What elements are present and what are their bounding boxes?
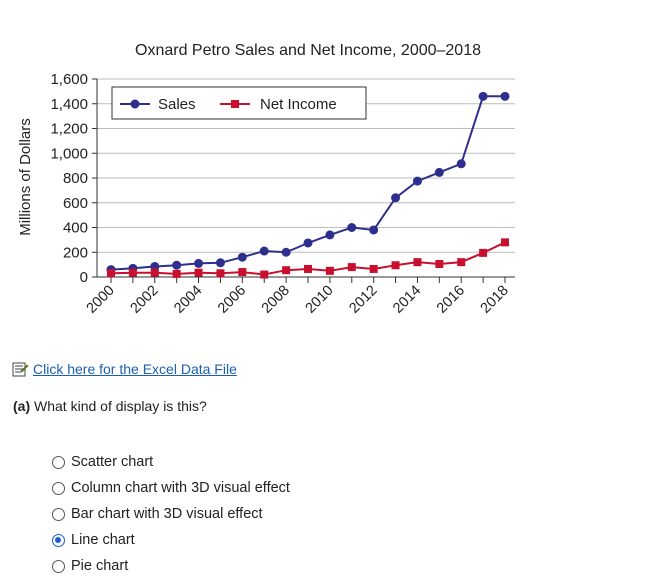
radio-button[interactable] <box>52 507 65 521</box>
legend-label: Sales <box>158 96 196 113</box>
data-point <box>347 263 356 272</box>
data-point <box>325 266 334 275</box>
option-line-chart[interactable]: Line chart <box>52 527 290 553</box>
x-tick-label: 2014 <box>390 283 424 317</box>
data-point <box>304 264 312 273</box>
data-point <box>150 268 159 277</box>
data-point <box>216 269 225 278</box>
legend-marker <box>231 100 239 108</box>
answer-options: Scatter chart Column chart with 3D visua… <box>52 449 290 579</box>
legend: Sales Net Income <box>111 86 367 120</box>
option-bar-chart-3d[interactable]: Bar chart with 3D visual effect <box>52 501 290 527</box>
data-point <box>412 176 422 186</box>
data-point <box>413 258 422 267</box>
option-label: Scatter chart <box>71 454 154 470</box>
y-tick-label: 400 <box>63 220 88 237</box>
x-tick-label: 2010 <box>303 283 337 317</box>
y-tick-label: 1,600 <box>50 71 88 88</box>
question-part: (a) <box>13 398 31 414</box>
data-point <box>194 258 204 268</box>
option-scatter-chart[interactable]: Scatter chart <box>52 449 290 475</box>
x-tick-label: 2008 <box>259 283 293 317</box>
x-tick-label: 2006 <box>215 283 249 317</box>
excel-link-label[interactable]: Click here for the Excel Data File <box>33 361 237 377</box>
legend-marker <box>130 99 140 109</box>
option-label: Column chart with 3D visual effect <box>71 480 290 496</box>
x-tick-label: 2002 <box>127 283 161 317</box>
data-point <box>501 238 509 247</box>
radio-button[interactable] <box>52 481 65 495</box>
data-point <box>282 266 291 275</box>
data-point <box>456 159 466 169</box>
radio-button[interactable] <box>52 455 65 469</box>
data-point <box>434 167 444 177</box>
data-point <box>238 268 247 277</box>
legend-label: Net Income <box>260 96 337 113</box>
data-point <box>260 270 269 279</box>
data-point <box>479 248 488 257</box>
data-point <box>259 246 269 256</box>
question-prompt: (a) What kind of display is this? <box>13 398 207 414</box>
y-tick-label: 800 <box>63 170 88 187</box>
y-tick-label: 0 <box>80 269 88 286</box>
data-point <box>325 230 335 240</box>
option-column-chart-3d[interactable]: Column chart with 3D visual effect <box>52 475 290 501</box>
data-point <box>500 91 510 101</box>
y-tick-label: 1,000 <box>50 145 88 162</box>
x-tick-label: 2000 <box>84 283 118 317</box>
data-point <box>369 264 378 273</box>
option-label: Line chart <box>71 532 135 548</box>
line-chart: Oxnard Petro Sales and Net Income, 2000–… <box>17 42 515 317</box>
data-point <box>457 258 466 267</box>
data-point <box>435 260 444 269</box>
data-point <box>369 225 379 235</box>
option-label: Bar chart with 3D visual effect <box>71 506 263 522</box>
excel-file-icon <box>12 362 29 376</box>
data-point <box>391 261 400 270</box>
data-point <box>215 258 225 268</box>
data-point <box>303 238 313 248</box>
x-tick-label: 2012 <box>346 283 380 317</box>
data-point <box>478 91 488 101</box>
data-point <box>194 268 203 277</box>
x-tick-label: 2016 <box>434 283 468 317</box>
data-point <box>172 260 182 270</box>
x-tick-label: 2018 <box>478 283 512 317</box>
question-text: What kind of display is this? <box>34 398 207 414</box>
radio-button[interactable] <box>52 533 65 547</box>
data-point <box>237 252 247 262</box>
excel-data-link[interactable]: Click here for the Excel Data File <box>12 361 237 377</box>
y-tick-label: 1,400 <box>50 96 88 113</box>
y-axis-label: Millions of Dollars <box>17 118 34 236</box>
option-label: Pie chart <box>71 558 129 574</box>
option-pie-chart[interactable]: Pie chart <box>52 553 290 579</box>
data-point <box>128 268 137 277</box>
data-point <box>347 223 357 232</box>
radio-button[interactable] <box>52 559 65 573</box>
data-point <box>281 247 291 257</box>
y-tick-label: 200 <box>63 244 88 261</box>
data-point <box>172 269 181 278</box>
series-layer <box>106 91 510 279</box>
y-tick-label: 1,200 <box>50 121 88 138</box>
y-tick-label: 600 <box>63 195 88 212</box>
data-point <box>107 269 115 278</box>
chart-title: Oxnard Petro Sales and Net Income, 2000–… <box>135 42 481 59</box>
data-point <box>391 193 401 203</box>
x-tick-label: 2004 <box>171 283 205 317</box>
